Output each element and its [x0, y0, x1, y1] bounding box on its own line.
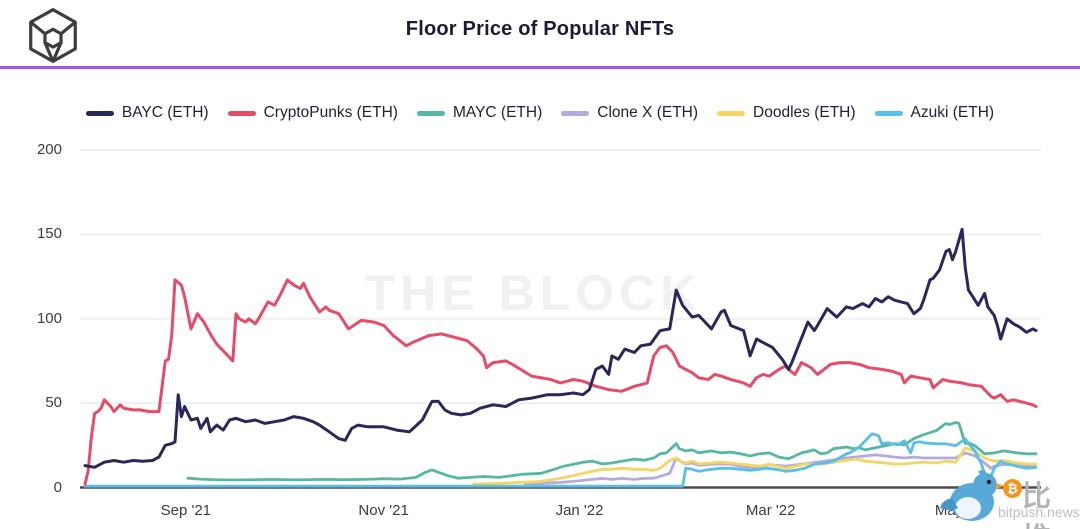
legend-label-azuki: Azuki (ETH): [910, 104, 995, 121]
legend-swatch-mayc: [416, 110, 445, 116]
legend-item-azuki: Azuki (ETH): [874, 104, 995, 122]
y-tick-label-200: 200: [36, 141, 62, 158]
chart-legend: BAYC (ETH) CryptoPunks (ETH) MAYC (ETH) Clo…: [0, 104, 1080, 122]
y-tick-label-50: 50: [45, 394, 62, 412]
legend-item-cryptopunks: CryptoPunks (ETH): [227, 104, 398, 122]
y-tick-label-150: 150: [36, 225, 62, 243]
y-tick-label-0: 0: [53, 478, 62, 496]
legend-swatch-cryptopunks: [227, 110, 256, 116]
series-line-doodles: [472, 446, 1038, 486]
legend-swatch-clone-x: [561, 110, 590, 116]
bitpush-bird-icon: [940, 470, 1005, 521]
btc-badge-icon: ₿: [1003, 479, 1022, 498]
the-block-watermark: THE BLOCK: [364, 265, 702, 321]
the-block-logo-icon: [29, 8, 77, 63]
bitpush-cn-watermark: 比推: [1022, 481, 1054, 529]
legend-item-mayc: MAYC (ETH): [416, 104, 543, 122]
series-line-cryptopunks: [83, 278, 1038, 486]
x-tick-label: Sep '21: [160, 502, 211, 519]
bitpush-domain-watermark: bitpush.news: [998, 504, 1080, 520]
legend-label-mayc: MAYC (ETH): [452, 104, 543, 121]
header-divider: [0, 66, 1080, 69]
x-tick-label: Mar '22: [745, 502, 796, 519]
x-tick-label: Jan '22: [555, 502, 604, 519]
legend-label-cryptopunks: CryptoPunks (ETH): [263, 104, 398, 121]
legend-item-bayc: BAYC (ETH): [85, 104, 209, 122]
legend-label-bayc: BAYC (ETH): [121, 104, 209, 121]
legend-swatch-doodles: [717, 110, 746, 116]
legend-swatch-bayc: [85, 110, 114, 116]
legend-item-clone-x: Clone X (ETH): [561, 104, 698, 122]
legend-label-clone-x: Clone X (ETH): [597, 104, 699, 121]
legend-item-doodles: Doodles (ETH): [717, 104, 856, 122]
page-title: Floor Price of Popular NFTs: [405, 18, 675, 40]
legend-swatch-azuki: [874, 110, 903, 116]
series-line-bayc: [83, 227, 1038, 469]
series-line-mayc: [186, 420, 1038, 482]
legend-label-doodles: Doodles (ETH): [753, 104, 856, 121]
series-line-azuki: [83, 432, 1038, 488]
y-tick-label-100: 100: [36, 309, 62, 327]
x-tick-label: Nov '21: [358, 502, 409, 519]
